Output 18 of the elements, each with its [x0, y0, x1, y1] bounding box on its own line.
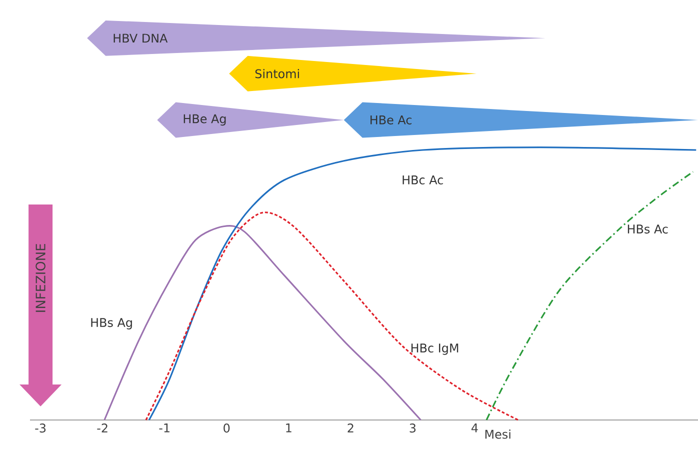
- text: Sintomi: [255, 69, 299, 78]
- x-tick-label: 1: [286, 424, 292, 432]
- x-tick-label: 2: [348, 424, 354, 432]
- series-label: HBc Ac: [402, 176, 443, 184]
- x-axis-title: Mesi: [485, 430, 510, 439]
- x-tick-label: -1: [159, 424, 170, 432]
- x-tick-label: -3: [35, 424, 46, 433]
- series-label: HBs Ac: [628, 224, 668, 234]
- text: HBV DNA: [114, 34, 168, 43]
- series-label: HBc IgM: [411, 344, 458, 355]
- x-tick-label: 3: [410, 424, 416, 433]
- x-tick-label: 0: [224, 424, 230, 433]
- ref-line-label: INFEZIONE: [36, 244, 46, 312]
- text: HBe Ac: [370, 116, 412, 124]
- series-label: HBs Ag: [91, 318, 132, 330]
- x-tick-label: -2: [97, 424, 108, 432]
- text: HBe Ag: [184, 114, 226, 126]
- x-tick-label: 4: [471, 424, 478, 432]
